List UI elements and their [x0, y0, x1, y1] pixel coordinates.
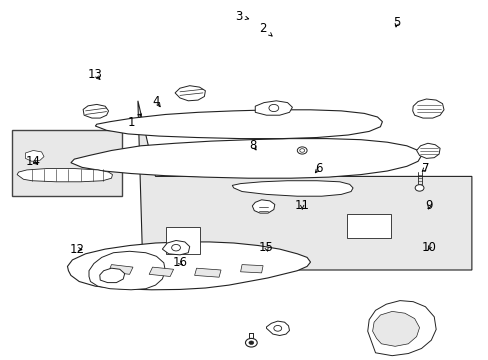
Polygon shape — [17, 168, 112, 182]
Polygon shape — [83, 104, 108, 118]
Polygon shape — [138, 101, 471, 270]
Polygon shape — [416, 143, 439, 158]
Circle shape — [171, 244, 180, 251]
Text: 12: 12 — [70, 243, 84, 256]
Text: 10: 10 — [421, 241, 436, 254]
Text: 11: 11 — [294, 199, 309, 212]
Polygon shape — [95, 110, 382, 139]
Polygon shape — [372, 311, 419, 346]
Bar — [12, 130, 122, 196]
Polygon shape — [166, 227, 200, 254]
Polygon shape — [108, 265, 133, 274]
Text: 15: 15 — [259, 241, 273, 254]
Circle shape — [299, 149, 304, 152]
Circle shape — [297, 147, 306, 154]
Polygon shape — [67, 242, 310, 290]
Text: 5: 5 — [392, 16, 400, 29]
Polygon shape — [255, 101, 292, 115]
Polygon shape — [412, 99, 443, 118]
Polygon shape — [89, 251, 165, 290]
Polygon shape — [346, 214, 390, 238]
Circle shape — [268, 104, 278, 112]
Polygon shape — [175, 86, 205, 101]
Text: 2: 2 — [259, 22, 272, 36]
Circle shape — [273, 325, 281, 331]
Polygon shape — [149, 267, 173, 276]
Circle shape — [414, 185, 423, 191]
Text: 8: 8 — [249, 139, 257, 152]
Text: 1: 1 — [127, 114, 141, 129]
Polygon shape — [252, 200, 274, 213]
Text: 7: 7 — [421, 162, 428, 175]
Polygon shape — [71, 139, 421, 178]
Text: 4: 4 — [152, 95, 160, 108]
Text: 6: 6 — [314, 162, 322, 175]
Circle shape — [245, 338, 257, 347]
Text: 3: 3 — [234, 10, 248, 23]
Polygon shape — [25, 150, 44, 161]
Polygon shape — [240, 265, 263, 273]
Polygon shape — [194, 268, 221, 277]
Text: 14: 14 — [26, 155, 41, 168]
Polygon shape — [162, 240, 189, 255]
Text: 16: 16 — [172, 256, 187, 269]
Polygon shape — [266, 321, 289, 336]
Circle shape — [248, 341, 253, 345]
Polygon shape — [367, 301, 435, 356]
Polygon shape — [100, 268, 124, 283]
Text: 9: 9 — [425, 199, 432, 212]
Text: 13: 13 — [88, 68, 102, 81]
Polygon shape — [232, 181, 352, 196]
